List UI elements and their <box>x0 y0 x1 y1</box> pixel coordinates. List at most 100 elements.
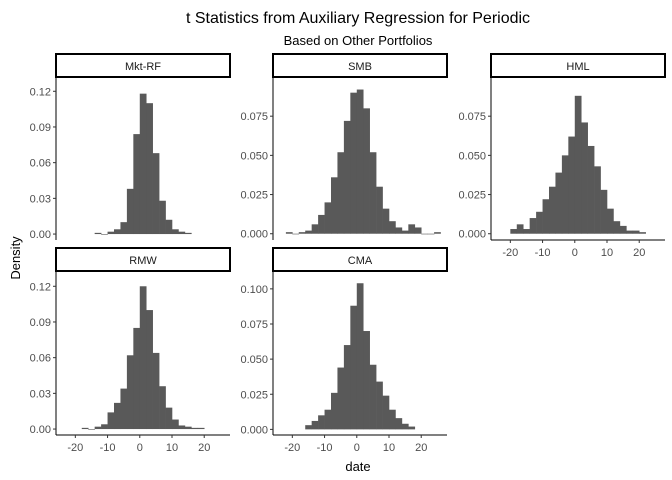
histogram-bar <box>324 202 332 234</box>
histogram-bar <box>285 232 293 234</box>
histogram-bar <box>311 420 319 430</box>
histogram-bar <box>389 409 396 430</box>
x-tick-label: 0 <box>572 247 578 259</box>
histogram-bar <box>542 199 550 234</box>
x-tick-label: 0 <box>354 442 360 454</box>
histogram-bar <box>318 415 325 430</box>
histogram-bar <box>178 231 186 235</box>
y-tick-label: 0.025 <box>240 389 268 401</box>
chart-title: t Statistics from Auxiliary Regression f… <box>186 10 530 27</box>
histogram-bar <box>594 166 601 234</box>
y-tick-label: 0.06 <box>30 353 51 365</box>
histogram-bar <box>389 221 396 234</box>
histogram-bar <box>172 419 179 430</box>
histogram-bar <box>421 233 428 235</box>
facet-strip-label: HML <box>566 61 589 73</box>
y-tick-label: 0.12 <box>30 281 51 293</box>
x-tick-label: 10 <box>383 442 395 454</box>
y-tick-label: 0.100 <box>240 284 268 296</box>
histogram-bar <box>318 214 325 234</box>
x-tick-label: -10 <box>317 442 333 454</box>
histogram-bar <box>152 352 160 430</box>
histogram-bar <box>401 230 409 234</box>
x-tick-label: 10 <box>166 442 178 454</box>
y-tick-label: 0.050 <box>458 150 486 162</box>
histogram-bar <box>337 367 345 430</box>
facet-strip <box>55 247 231 272</box>
histogram-bar <box>382 208 390 234</box>
histogram-bar <box>434 232 441 234</box>
histogram-bar <box>574 95 582 234</box>
histogram-bar <box>369 364 377 430</box>
histogram-bar <box>178 425 186 430</box>
histogram-bar <box>133 134 141 235</box>
histogram-bar <box>600 189 608 234</box>
histogram-bar <box>120 388 128 430</box>
histogram-bar <box>94 232 102 235</box>
y-tick-label: 0.000 <box>458 229 486 241</box>
y-tick-label: 0.050 <box>240 150 268 162</box>
y-tick-label: 0.050 <box>240 354 268 366</box>
histogram-bar <box>369 152 377 234</box>
histogram-bar <box>107 231 115 235</box>
x-axis-label: date <box>345 459 370 474</box>
histogram-bar <box>292 233 300 235</box>
histogram-bar <box>427 233 435 235</box>
y-tick-label: 0.12 <box>30 86 51 98</box>
histogram-bar <box>639 232 646 234</box>
x-tick-label: 20 <box>415 442 427 454</box>
histogram-bar <box>395 227 403 234</box>
histogram-bar <box>626 230 634 234</box>
histogram-bar <box>561 155 569 234</box>
histogram-bar <box>146 103 153 235</box>
facet-strip <box>272 53 448 78</box>
facet-panel-mkt-rf: Mkt-RF 0.00 0.03 0.06 0.09 0.12 <box>30 53 231 241</box>
x-tick-label: 20 <box>198 442 210 454</box>
histogram-bar <box>159 200 166 235</box>
histogram-bar <box>305 230 312 234</box>
histogram-bar <box>197 427 205 430</box>
y-tick-label: 0.025 <box>240 190 268 202</box>
y-tick-label: 0.000 <box>240 424 268 436</box>
histogram-bar <box>350 92 358 234</box>
facet-panel-rmw: RMW 0.00 0.03 0.06 0.09 0.12 -20 -10 0 10 20 <box>30 247 231 454</box>
x-tick-label: 10 <box>601 247 613 259</box>
histogram-bar <box>88 429 95 430</box>
histogram-bar <box>356 89 364 234</box>
y-tick-label: 0.075 <box>458 111 486 123</box>
y-tick-label: 0.025 <box>458 190 486 202</box>
facet-strip-label: CMA <box>348 255 373 267</box>
histogram-bar <box>331 177 338 234</box>
histogram-bar <box>363 331 370 430</box>
histogram-bar <box>152 153 160 235</box>
histogram-bar <box>536 211 543 234</box>
y-tick-label: 0.00 <box>30 424 51 436</box>
histogram-bar <box>184 426 192 430</box>
histogram-bar <box>305 425 312 430</box>
facet-panel-hml: HML 0.000 0.025 0.050 0.075 -20 -10 0 10 20 <box>458 53 666 259</box>
histogram-bar <box>126 188 134 235</box>
facet-strip-label: Mkt-RF <box>125 61 161 73</box>
y-tick-label: 0.03 <box>30 193 51 205</box>
histogram-bar <box>114 229 121 235</box>
histogram-bar <box>549 186 556 234</box>
histogram-bar <box>101 424 108 430</box>
histogram-bar <box>510 229 518 234</box>
histogram-bar <box>619 225 627 234</box>
y-tick-label: 0.075 <box>240 319 268 331</box>
histogram-bar <box>343 120 351 234</box>
facet-strip-label: SMB <box>348 61 372 73</box>
histogram-bar <box>529 218 537 234</box>
x-tick-label: -20 <box>67 442 83 454</box>
histogram-bar <box>165 219 173 235</box>
histogram-bar <box>126 355 134 430</box>
histogram-bar <box>356 283 364 430</box>
histogram-bar <box>523 229 530 234</box>
histogram-bar <box>408 224 416 234</box>
histogram-bar <box>363 108 370 234</box>
histogram-bar <box>191 427 199 430</box>
histogram-bar <box>395 418 403 430</box>
histogram-bar <box>159 386 166 430</box>
histogram-bar <box>607 208 614 234</box>
y-tick-label: 0.09 <box>30 122 51 134</box>
